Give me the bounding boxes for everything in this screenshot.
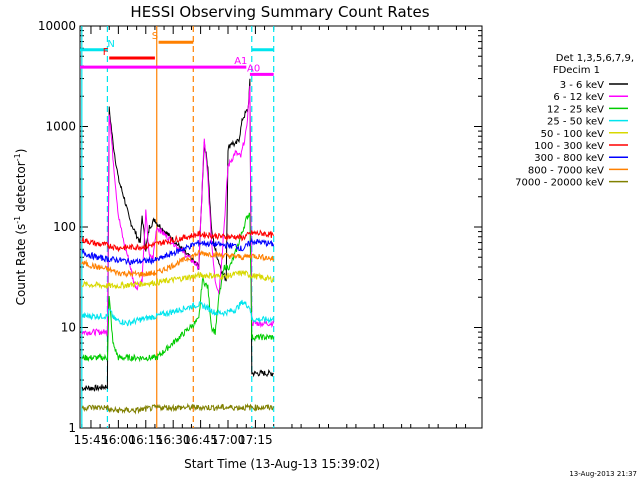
legend-label: 25 - 50 keV <box>547 117 604 128</box>
flag-label: F <box>103 47 109 58</box>
y-axis-label-end: ) <box>14 149 28 154</box>
x-tick-label: 17:15 <box>238 433 273 447</box>
y-axis-label-sup1: -1 <box>13 216 22 224</box>
legend-label: 800 - 7000 keV <box>528 165 604 176</box>
y-tick-label: 1 <box>68 421 76 435</box>
legend-label: 300 - 800 keV <box>534 153 604 164</box>
y-axis-label-mid: detector <box>14 161 28 216</box>
series-line <box>81 269 275 290</box>
timestamp: 13-Aug-2013 21:37 <box>569 470 637 478</box>
legend-label: 12 - 25 keV <box>547 104 604 115</box>
legend-header-line1: Det 1,3,5,6,7,9, <box>556 53 634 64</box>
legend-label: 50 - 100 keV <box>541 129 605 140</box>
series-line <box>81 85 275 337</box>
legend-label: 100 - 300 keV <box>534 141 604 152</box>
chart-title: HESSI Observing Summary Count Rates <box>130 3 429 21</box>
x-tick-label: 15:45 <box>74 433 109 447</box>
x-axis-label: Start Time (13-Aug-13 15:39:02) <box>184 457 380 471</box>
y-tick-label: 10 <box>61 321 76 335</box>
flag-label: N <box>107 39 114 50</box>
flag-label: S <box>152 31 158 42</box>
series-line <box>81 237 275 266</box>
y-tick-label: 100 <box>53 220 76 234</box>
y-axis-label-sup2: -1 <box>13 153 22 161</box>
series-line <box>81 299 275 327</box>
plot-frame <box>79 25 483 429</box>
x-tick-label: 16:30 <box>156 433 191 447</box>
y-axis-ticks: 1 10 100 1000 10000 <box>38 19 482 435</box>
data-series <box>81 78 275 415</box>
series-line <box>81 249 275 279</box>
flag-label: A0 <box>247 63 260 74</box>
series-line <box>81 402 275 415</box>
legend-label: 3 - 6 keV <box>560 80 604 91</box>
y-axis-label-main: Count Rate (s <box>14 224 28 306</box>
x-tick-label: 17:00 <box>211 433 246 447</box>
series-line <box>81 212 275 363</box>
y-tick-label: 10000 <box>38 19 76 33</box>
series-line <box>81 229 275 253</box>
x-tick-label: 16:45 <box>183 433 218 447</box>
legend-header-line2: FDecim 1 <box>553 65 600 76</box>
y-tick-label: 1000 <box>45 120 76 134</box>
x-tick-label: 16:00 <box>101 433 136 447</box>
y-axis-label: Count Rate (s-1 detector-1) <box>13 149 28 306</box>
series-line <box>81 78 274 392</box>
legend-label: 7000 - 20000 keV <box>515 178 604 189</box>
x-tick-label: 16:15 <box>128 433 163 447</box>
legend-label: 6 - 12 keV <box>553 92 604 103</box>
flag-label: A1 <box>234 56 247 67</box>
